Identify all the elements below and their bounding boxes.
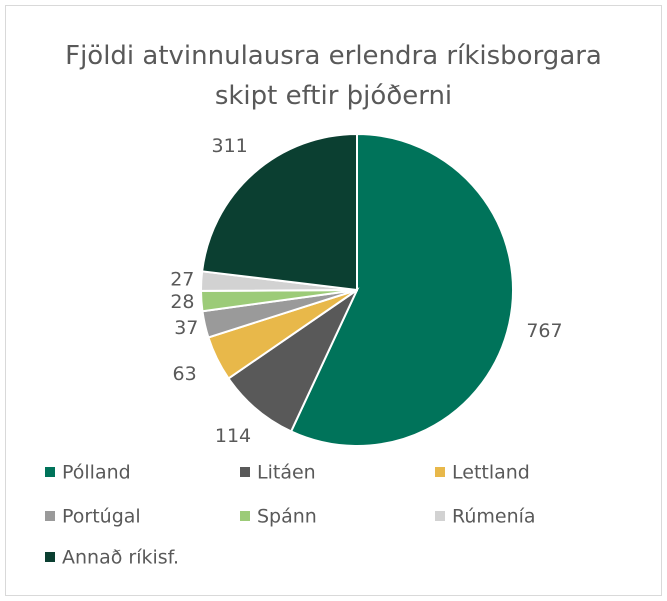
data-label: 311 [211,135,247,157]
legend-swatch [45,511,55,521]
data-label: 27 [170,269,194,291]
legend-label: Litáen [257,462,316,484]
data-label: 63 [173,363,197,385]
data-label: 767 [526,320,562,342]
legend-swatch [435,511,445,521]
data-label: 114 [215,425,251,447]
legend-swatch [240,511,250,521]
pie-slice [201,132,358,292]
legend-label: Annað ríkisf. [62,547,179,569]
legend-swatch [45,467,55,477]
legend-swatch [435,467,445,477]
legend-label: Lettland [452,462,530,484]
data-label: 37 [174,317,198,339]
pie-slice [289,132,514,447]
legend-label: Pólland [62,462,131,484]
legend-swatch [240,467,250,477]
legend-label: Rúmenía [452,506,536,528]
legend-swatch [45,552,55,562]
data-label: 28 [170,291,194,313]
legend-label: Spánn [257,506,317,528]
chart-title: Fjöldi atvinnulausra erlendra ríkisborga… [65,41,602,111]
chart-border [5,5,662,596]
legend-label: Portúgal [62,506,141,528]
